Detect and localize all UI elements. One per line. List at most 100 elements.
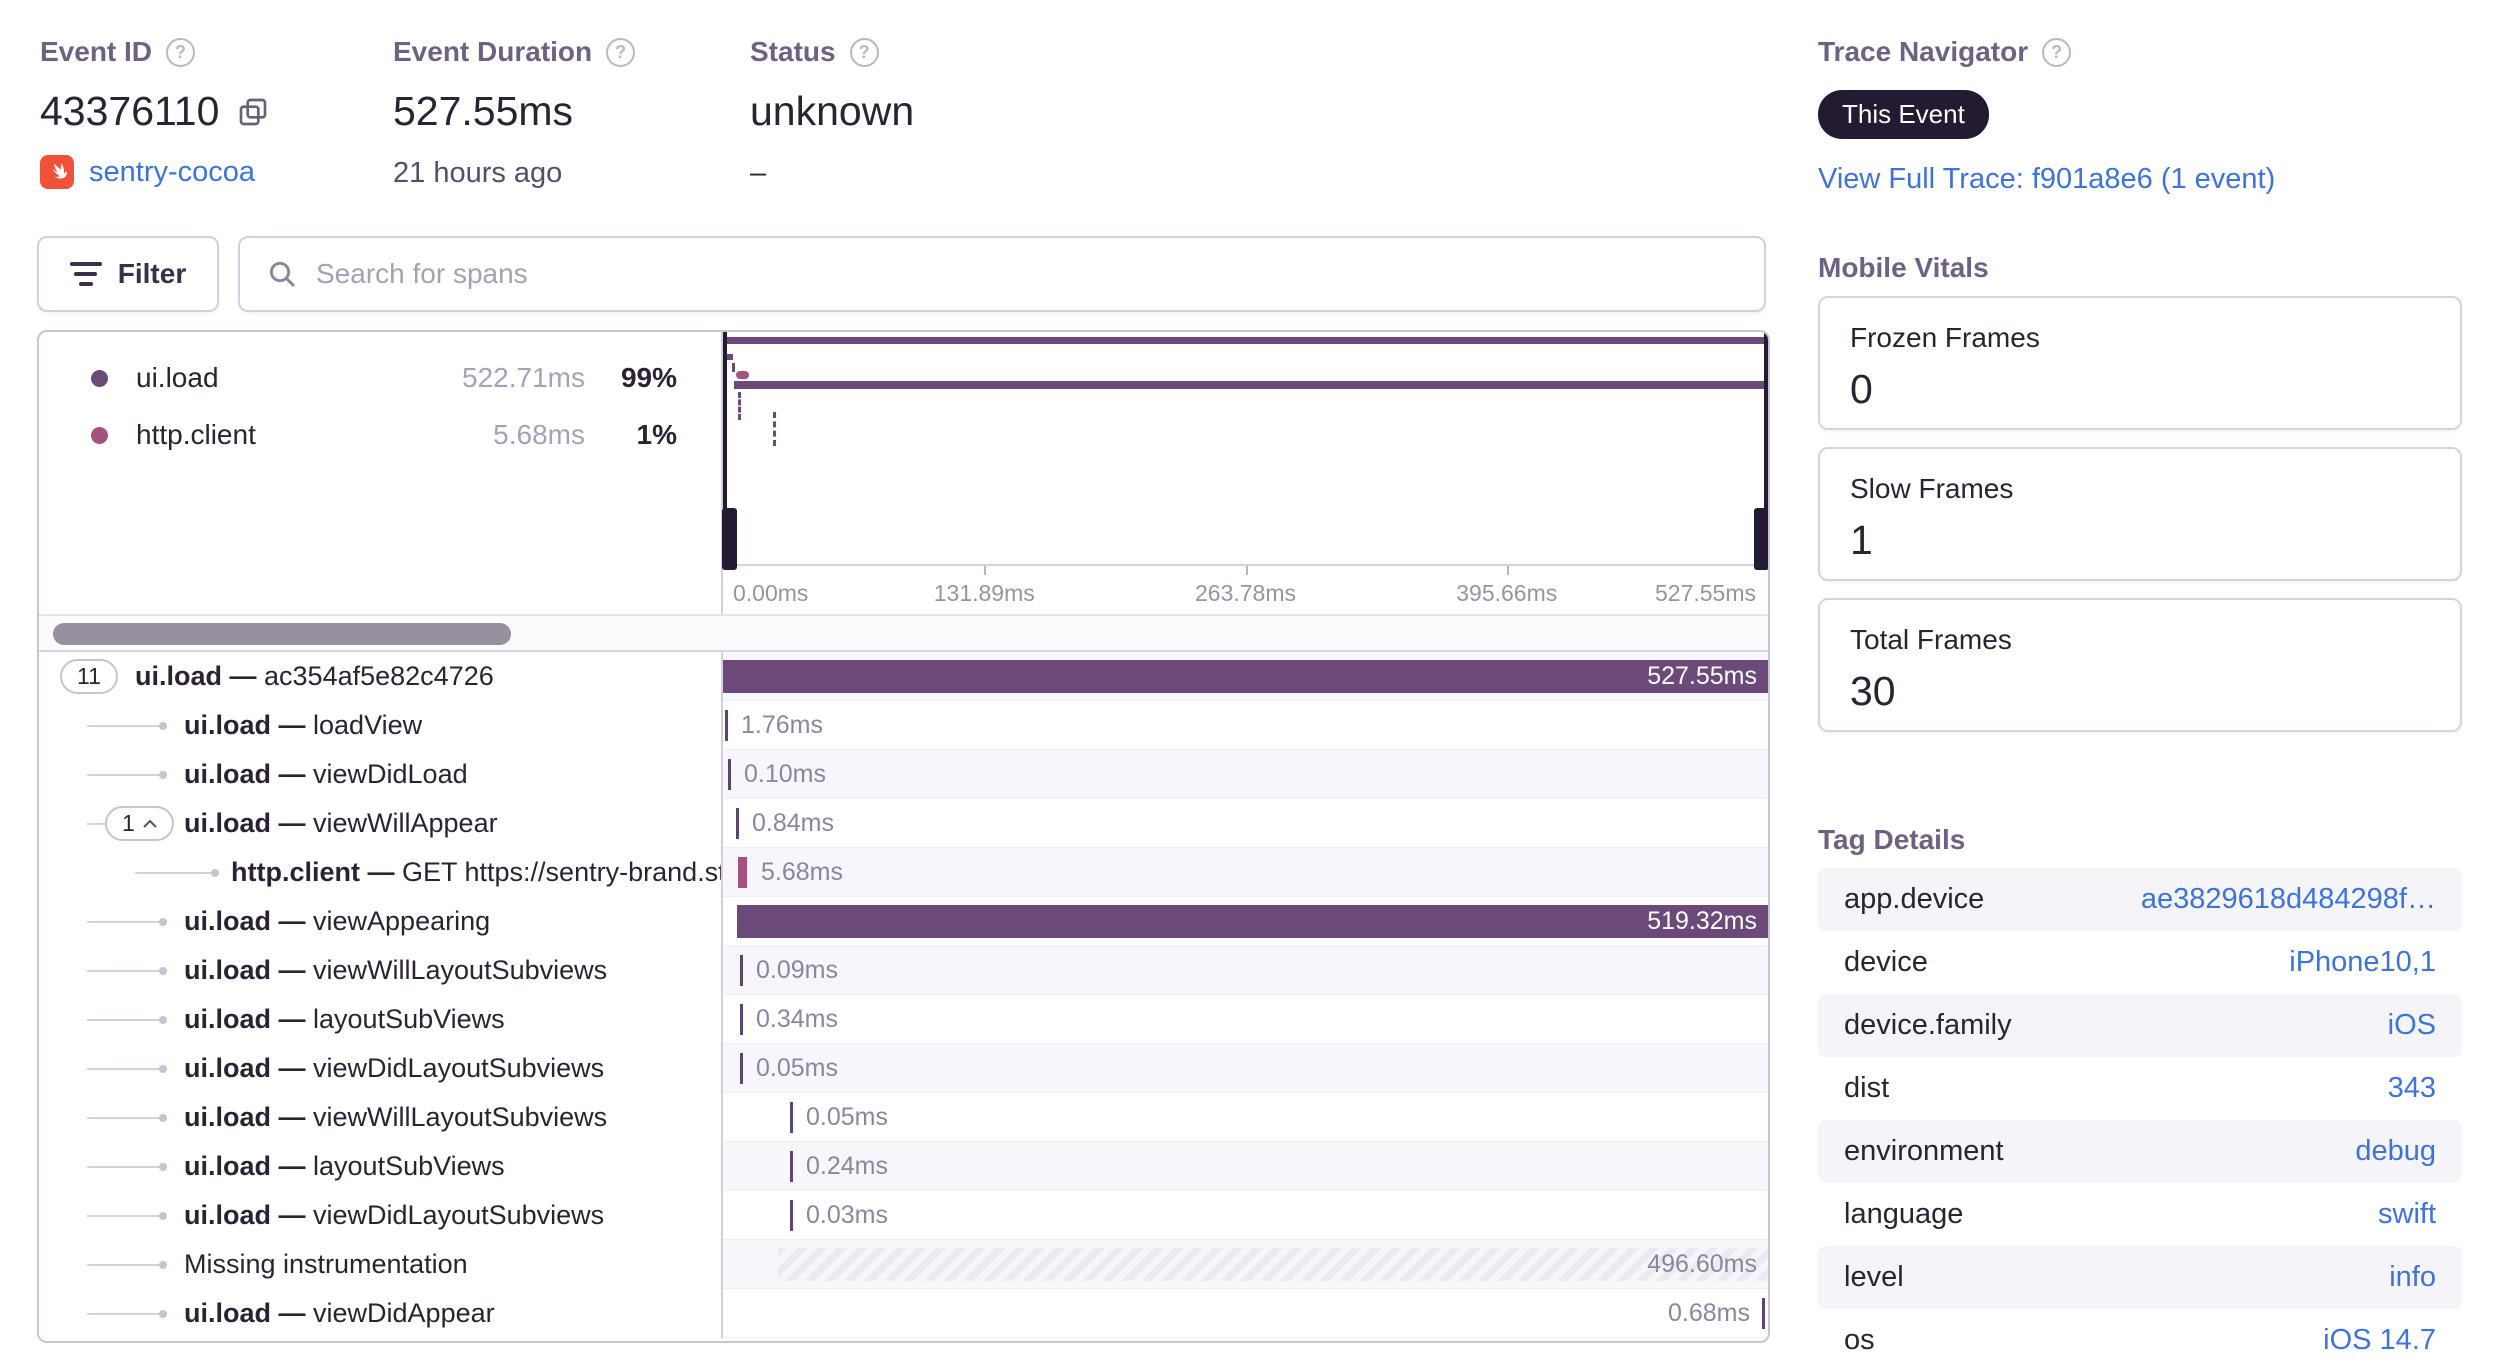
span-row[interactable]: ui.load — layoutSubViews 0.24ms — [39, 1142, 1768, 1191]
legend-color-dot — [91, 369, 108, 387]
minimap-left-edge[interactable] — [723, 332, 727, 564]
filter-icon — [69, 262, 102, 286]
span-bar-cell: 0.24ms — [723, 1142, 1768, 1191]
tree-connector-line — [87, 970, 164, 972]
minimap-left-handle[interactable] — [722, 508, 737, 570]
tag-row: language swift — [1818, 1183, 2462, 1246]
span-row[interactable]: 1 ui.load — viewWillAppear 0.84ms — [39, 799, 1768, 848]
minimap-dashed-marker — [773, 412, 776, 446]
span-row[interactable]: ui.load — viewWillLayoutSubviews 0.05ms — [39, 1093, 1768, 1142]
filter-button[interactable]: Filter — [37, 236, 219, 312]
tree-connector-dot — [159, 1310, 167, 1318]
span-label: ui.load — layoutSubViews — [184, 1151, 505, 1181]
tree-connector-line — [87, 1019, 164, 1021]
help-icon[interactable]: ? — [849, 37, 879, 67]
tag-key: app.device — [1844, 883, 1985, 915]
horizontal-scrollband — [39, 614, 1768, 652]
span-row[interactable]: ui.load — viewDidLayoutSubviews 0.03ms — [39, 1191, 1768, 1240]
tree-connector-line — [87, 1313, 164, 1315]
span-duration-bar: 519.32ms — [737, 905, 1768, 938]
span-tree-cell: ui.load — viewDidLayoutSubviews — [39, 1191, 723, 1240]
scrollbar-thumb[interactable] — [53, 623, 511, 645]
tree-connector-dot — [159, 722, 167, 730]
span-tick-bar — [790, 1102, 793, 1133]
tag-row: app.device ae3829618d484298f… — [1818, 868, 2462, 931]
view-full-trace-link[interactable]: View Full Trace: f901a8e6 (1 event) — [1818, 163, 2276, 195]
span-row[interactable]: ui.load — viewAppearing 519.32ms — [39, 897, 1768, 946]
minimap-viewappearing-bar — [734, 381, 1764, 389]
span-bar-cell: 0.84ms — [723, 799, 1768, 848]
span-label: ui.load — loadView — [184, 710, 423, 740]
minimap-right-handle[interactable] — [1754, 508, 1768, 570]
tag-value[interactable]: iOS — [2387, 1009, 2436, 1041]
tree-connector-line — [87, 725, 164, 727]
tree-connector-line — [87, 1264, 164, 1266]
span-bar-cell: 0.09ms — [723, 946, 1768, 995]
legend-item[interactable]: ui.load 522.71ms 99% — [39, 360, 721, 396]
missing-instrumentation-bar: 496.60ms — [778, 1248, 1768, 1281]
span-tick-bar — [790, 1200, 793, 1231]
legend-duration: 522.71ms — [462, 362, 585, 393]
help-icon[interactable]: ? — [2042, 37, 2072, 67]
tag-value[interactable]: swift — [2378, 1198, 2436, 1230]
legend-item[interactable]: http.client 5.68ms 1% — [39, 417, 721, 453]
tag-value[interactable]: iOS 14.7 — [2323, 1324, 2436, 1356]
span-row[interactable]: ui.load — viewWillLayoutSubviews 0.09ms — [39, 946, 1768, 995]
trace-navigator-column: Trace Navigator ? This Event View Full T… — [1818, 36, 2275, 196]
project-link[interactable]: sentry-cocoa — [89, 155, 256, 188]
span-label: ui.load — viewWillLayoutSubviews — [184, 1102, 608, 1132]
span-row[interactable]: http.client — GET https://sentry-brand.s… — [39, 848, 1768, 897]
event-age: 21 hours ago — [393, 157, 563, 189]
span-row[interactable]: ui.load — viewDidLayoutSubviews 0.05ms — [39, 1044, 1768, 1093]
span-tree-cell: ui.load — viewWillLayoutSubviews — [39, 946, 723, 995]
span-waterfall-panel: ui.load 522.71ms 99% http.client 5.68ms 1% 0.… — [37, 330, 1770, 1343]
search-input[interactable] — [316, 258, 1738, 290]
tag-value[interactable]: ae3829618d484298f… — [2140, 883, 2436, 915]
span-duration-bar: 527.55ms — [723, 660, 1768, 693]
copy-icon[interactable] — [237, 96, 269, 128]
trace-navigator-label: Trace Navigator — [1818, 36, 2029, 67]
chevron-up-icon — [143, 819, 157, 828]
tree-connector-dot — [159, 1065, 167, 1073]
help-icon[interactable]: ? — [606, 37, 636, 67]
span-label: http.client — GET https://sentry-brand.s… — [231, 857, 721, 887]
span-tree-cell: 11 ui.load — ac354af5e82c4726 — [39, 652, 723, 701]
minimap-right-edge[interactable] — [1764, 332, 1768, 564]
tree-connector-line — [87, 1068, 164, 1070]
trace-minimap[interactable] — [722, 332, 1768, 570]
tag-value[interactable]: iPhone10,1 — [2289, 946, 2436, 978]
tag-value[interactable]: info — [2389, 1261, 2436, 1293]
span-count-badge[interactable]: 1 — [105, 806, 174, 841]
span-duration-label: 0.34ms — [756, 1005, 838, 1033]
span-row[interactable]: Missing instrumentation 496.60ms — [39, 1240, 1768, 1289]
span-duration-label: 0.09ms — [756, 956, 838, 984]
span-bar-cell: 496.60ms — [723, 1240, 1768, 1289]
span-tree-cell: Missing instrumentation — [39, 1240, 723, 1289]
span-bar-cell: 527.55ms — [723, 652, 1768, 701]
span-bar-cell: 5.68ms — [723, 848, 1768, 897]
span-bar-cell: 0.68ms — [723, 1289, 1768, 1338]
event-duration-label: Event Duration — [393, 36, 593, 67]
span-row[interactable]: ui.load — loadView 1.76ms — [39, 701, 1768, 750]
axis-tick-label: 527.55ms — [1654, 580, 1756, 606]
span-row[interactable]: 11 ui.load — ac354af5e82c4726 527.55ms — [39, 652, 1768, 701]
help-icon[interactable]: ? — [166, 37, 196, 67]
tag-value[interactable]: 343 — [2387, 1072, 2436, 1104]
tag-row: device.family iOS — [1818, 994, 2462, 1057]
tree-connector-line — [87, 1215, 164, 1217]
span-tick-bar — [728, 759, 731, 790]
span-row[interactable]: ui.load — viewDidAppear 0.68ms — [39, 1289, 1768, 1338]
span-count-badge[interactable]: 11 — [60, 659, 118, 694]
tag-value[interactable]: debug — [2355, 1135, 2436, 1167]
event-duration-value: 527.55ms — [393, 88, 574, 134]
span-label: ui.load — viewWillAppear — [184, 808, 498, 838]
vitals-card-label: Total Frames — [1850, 624, 2012, 655]
span-tree-cell: ui.load — viewDidLayoutSubviews — [39, 1044, 723, 1093]
mobile-vitals-cards: Frozen Frames 0 Slow Frames 1 Total Frames 30 — [1818, 296, 2462, 732]
minimap-span-mark — [732, 363, 735, 372]
mobile-vitals-title: Mobile Vitals — [1818, 252, 1989, 283]
tag-key: language — [1844, 1198, 1964, 1230]
span-row[interactable]: ui.load — layoutSubViews 0.34ms — [39, 995, 1768, 1044]
span-bar-cell: 519.32ms — [723, 897, 1768, 946]
span-row[interactable]: ui.load — viewDidLoad 0.10ms — [39, 750, 1768, 799]
